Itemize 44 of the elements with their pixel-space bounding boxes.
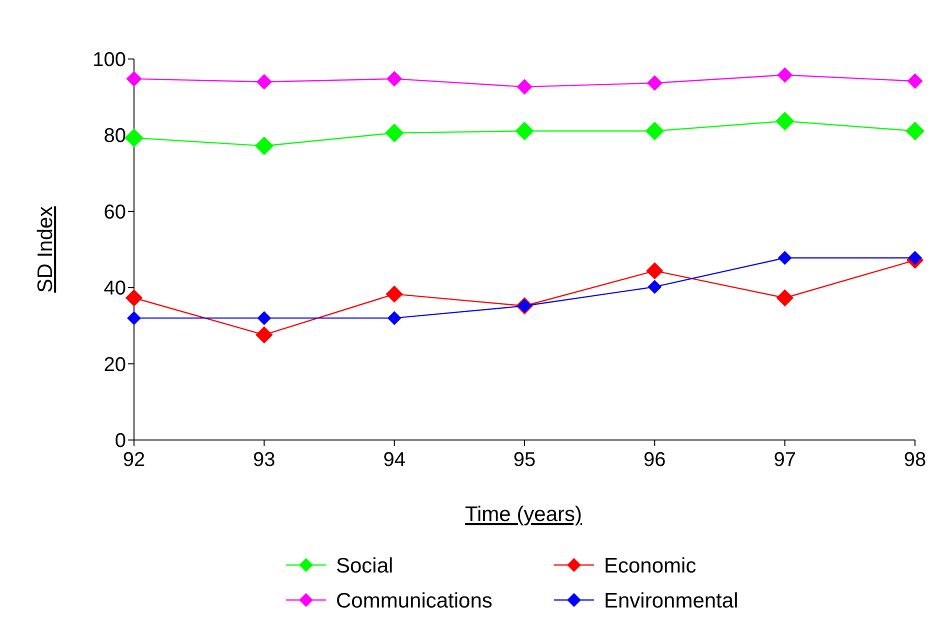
point [776, 289, 794, 306]
point [515, 122, 534, 140]
x-tick-label: 94 [383, 449, 406, 471]
point [778, 250, 792, 265]
point [907, 73, 923, 89]
y-axis-title: SD Index [34, 206, 57, 293]
point [386, 71, 402, 87]
x-tick-label: 95 [513, 449, 536, 471]
point [387, 311, 402, 326]
point [908, 250, 922, 265]
point [646, 75, 662, 91]
point [257, 311, 272, 326]
point [777, 67, 793, 83]
point [906, 122, 924, 140]
y-tick-label: 60 [104, 201, 126, 224]
point [384, 124, 404, 142]
x-tick-label: 98 [904, 449, 926, 471]
point [126, 71, 142, 87]
point [648, 280, 662, 294]
y-tick-label: 20 [104, 354, 126, 376]
point [645, 122, 664, 140]
point [646, 262, 664, 280]
y-tick-label: 100 [92, 49, 126, 71]
point [127, 311, 141, 326]
x-tick-label: 92 [122, 449, 146, 471]
point [125, 289, 143, 306]
point [386, 285, 403, 303]
point [256, 74, 272, 90]
legend-label: Environmental [604, 589, 738, 612]
legend-label: Social [336, 554, 394, 578]
point [254, 136, 274, 156]
legend-label: Communications [336, 589, 492, 612]
x-tick-label: 93 [253, 449, 276, 471]
point [256, 326, 273, 344]
point [775, 112, 794, 131]
y-tick-label: 0 [114, 430, 126, 452]
y-tick-label: 40 [104, 278, 126, 300]
point [124, 128, 144, 148]
x-tick-label: 97 [774, 449, 796, 471]
x-tick-label: 96 [644, 449, 666, 471]
x-axis-title: Time (years) [464, 503, 582, 526]
point [516, 79, 532, 95]
legend-label: Economic [604, 554, 696, 578]
y-tick-label: 80 [104, 125, 126, 148]
